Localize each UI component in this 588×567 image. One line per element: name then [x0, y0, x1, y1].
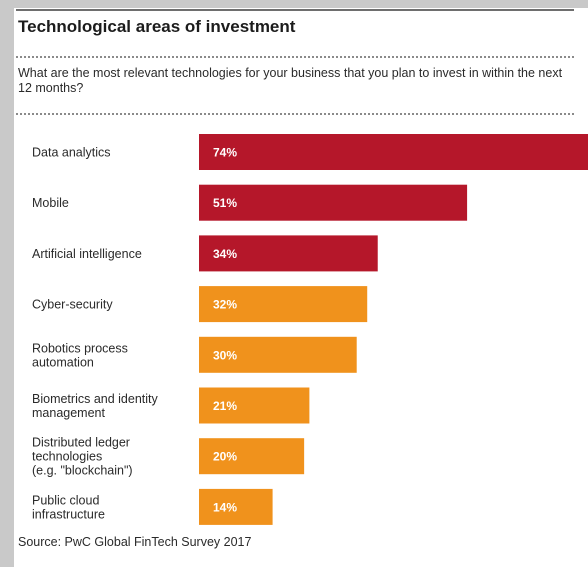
- value-label-1: 51%: [213, 196, 237, 210]
- category-label-3-line-0: Cyber-security: [32, 298, 113, 312]
- category-label-1-line-0: Mobile: [32, 196, 69, 210]
- value-label-3: 32%: [213, 298, 237, 312]
- value-label-4: 30%: [213, 348, 237, 362]
- bar-7: [199, 488, 273, 525]
- bar-1: [199, 184, 468, 221]
- dotted-divider-top: [16, 56, 574, 58]
- value-label-2: 34%: [213, 247, 237, 261]
- category-label-1: Mobile: [32, 196, 69, 210]
- category-label-7: Public cloud infrastructure: [32, 493, 105, 521]
- bar-4: [199, 336, 357, 373]
- chart-subtitle: What are the most relevant technologies …: [18, 66, 563, 95]
- category-label-7-line-1: infrastructure: [32, 507, 105, 521]
- category-label-6: Distributed ledger technologies (e.g. "blo…: [32, 436, 133, 478]
- top-rule: [16, 9, 574, 11]
- bar-2: [199, 235, 378, 272]
- category-label-2-line-0: Artificial intelligence: [32, 247, 142, 261]
- value-label-0: 74%: [213, 146, 237, 160]
- category-label-2: Artificial intelligence: [32, 247, 142, 261]
- category-label-4: Robotics process automation: [32, 341, 128, 369]
- category-label-4-line-0: Robotics process: [32, 341, 128, 355]
- dotted-divider-bottom: [16, 113, 574, 115]
- value-label-6: 20%: [213, 450, 237, 464]
- chart-title: Technological areas of investment: [18, 17, 296, 36]
- bar-3: [199, 286, 368, 323]
- category-label-6-line-2: (e.g. "blockchain"): [32, 464, 133, 478]
- category-label-0-line-0: Data analytics: [32, 146, 111, 160]
- category-label-5-line-1: management: [32, 406, 105, 420]
- bar-6: [199, 438, 305, 475]
- category-label-6-line-1: technologies: [32, 450, 102, 464]
- bar-5: [199, 387, 310, 424]
- value-label-7: 14%: [213, 500, 237, 514]
- bar-0: [199, 134, 588, 170]
- value-label-5: 21%: [213, 399, 237, 413]
- category-label-4-line-1: automation: [32, 355, 94, 369]
- category-label-6-line-0: Distributed ledger: [32, 436, 130, 450]
- source-note: Source: PwC Global FinTech Survey 2017: [18, 535, 252, 549]
- category-label-3: Cyber-security: [32, 298, 113, 312]
- category-label-0: Data analytics: [32, 146, 111, 160]
- category-label-7-line-0: Public cloud: [32, 493, 99, 507]
- category-label-5-line-0: Biometrics and identity: [32, 392, 159, 406]
- category-label-5: Biometrics and identity management: [32, 392, 159, 420]
